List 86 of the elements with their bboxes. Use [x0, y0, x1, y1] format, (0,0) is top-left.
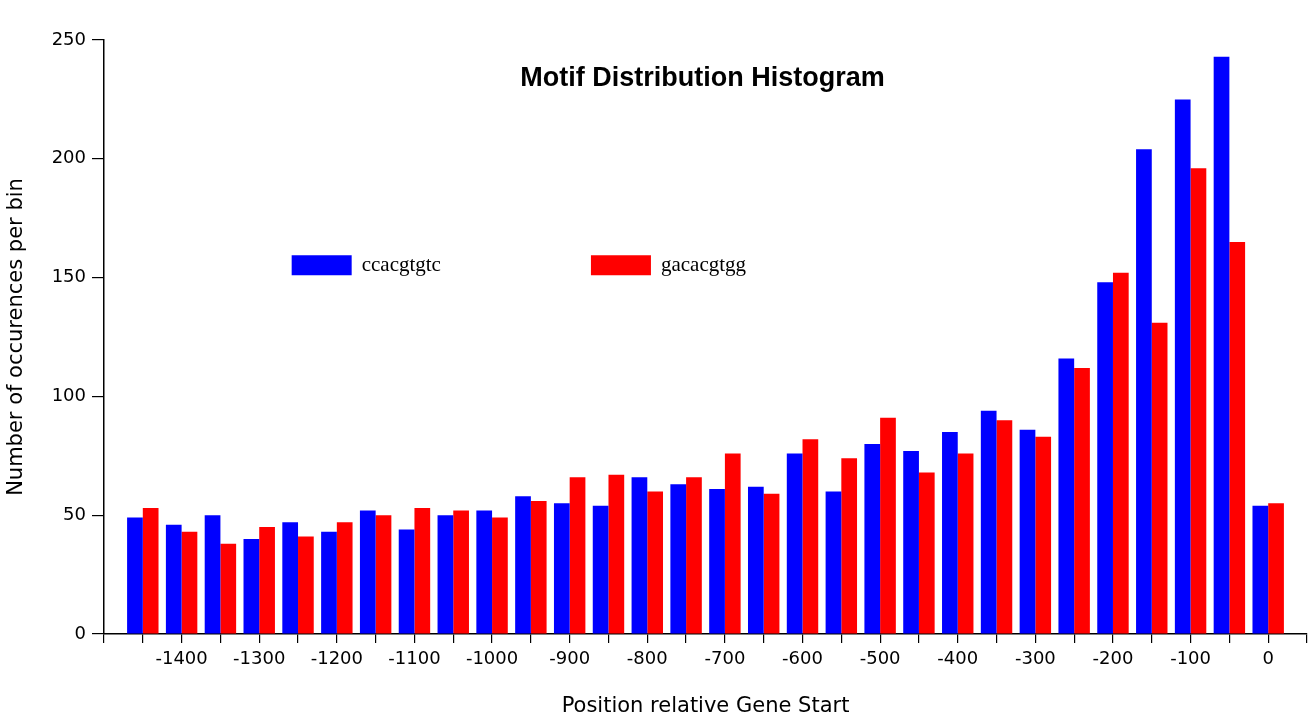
bar [282, 522, 299, 634]
x-tick-label: -900 [549, 647, 591, 669]
bar [530, 500, 547, 634]
x-tick-label: -100 [1170, 647, 1212, 669]
x-tick-label: -300 [1014, 647, 1056, 669]
bar [802, 439, 819, 634]
bar [880, 417, 896, 634]
bar [492, 517, 508, 634]
bar [165, 524, 182, 634]
y-tick-label: 150 [51, 265, 86, 287]
bar [453, 510, 469, 634]
bar [1268, 503, 1284, 634]
x-tick-label: -1300 [233, 647, 286, 669]
x-tick-label: -600 [782, 647, 823, 669]
bar [437, 515, 454, 634]
x-tick-label: -200 [1092, 647, 1134, 669]
bar [786, 453, 803, 634]
bar [724, 453, 741, 634]
bar [647, 491, 664, 634]
bar [1190, 168, 1207, 634]
x-tick-label: -1200 [310, 647, 363, 669]
x-tick-label: -500 [859, 647, 901, 669]
bar [359, 510, 376, 634]
bar [996, 420, 1013, 634]
x-tick-label: -400 [937, 647, 979, 669]
legend-label: gacacgtgg [660, 251, 747, 276]
legend-label: ccacgtgtc [361, 251, 441, 276]
bar [375, 515, 392, 634]
bar [142, 508, 159, 634]
bar [957, 453, 974, 634]
y-tick-label: 250 [51, 27, 86, 49]
bar [298, 536, 314, 634]
bar [864, 443, 881, 634]
bar [243, 538, 260, 634]
x-tick-label: -1000 [465, 647, 519, 669]
bar [918, 472, 935, 634]
bar [1097, 282, 1113, 634]
bar [825, 491, 842, 634]
bar [569, 477, 586, 634]
bar [127, 517, 143, 634]
bar [220, 543, 237, 634]
bar [1229, 241, 1246, 634]
bar [1252, 505, 1269, 634]
bar [1112, 272, 1129, 634]
bar [181, 531, 198, 634]
y-tick-label: 50 [63, 502, 86, 524]
bar [553, 503, 570, 634]
bar [747, 486, 764, 634]
y-tick-label: 0 [74, 621, 86, 643]
bar [414, 508, 431, 634]
bar [1019, 429, 1036, 634]
bar [515, 496, 531, 634]
x-axis-title: Position relative Gene Start [561, 692, 850, 717]
bar [1136, 149, 1152, 634]
text: Motif Distribution Histogram [520, 62, 885, 93]
y-tick-label: 200 [51, 146, 86, 168]
x-tick-label: -1400 [155, 647, 208, 669]
x-tick-label: -700 [704, 647, 746, 669]
bar [204, 515, 221, 634]
bar [608, 474, 625, 634]
bar [631, 477, 648, 634]
bar [336, 522, 353, 634]
bar [476, 510, 493, 634]
bar [709, 489, 725, 634]
x-tick-label: -800 [626, 647, 668, 669]
bar [1074, 367, 1090, 634]
bar [1151, 322, 1168, 634]
y-axis-title: Number of occurences per bin [3, 178, 28, 496]
bar [398, 529, 415, 634]
bar [259, 527, 275, 634]
bar [686, 477, 702, 634]
bar [1058, 358, 1075, 634]
bar [1213, 56, 1230, 634]
x-tick-label: -1100 [388, 647, 441, 669]
y-tick-label: 100 [51, 384, 86, 406]
x-tick-label: 0 [1262, 647, 1274, 669]
bar [942, 432, 958, 634]
bar [321, 531, 337, 634]
bar [980, 410, 997, 634]
bar [763, 493, 780, 634]
bar [1174, 99, 1191, 634]
bar [1035, 436, 1052, 634]
bar [841, 458, 858, 634]
bar [903, 451, 919, 634]
bar [592, 505, 609, 634]
bar [670, 484, 687, 634]
